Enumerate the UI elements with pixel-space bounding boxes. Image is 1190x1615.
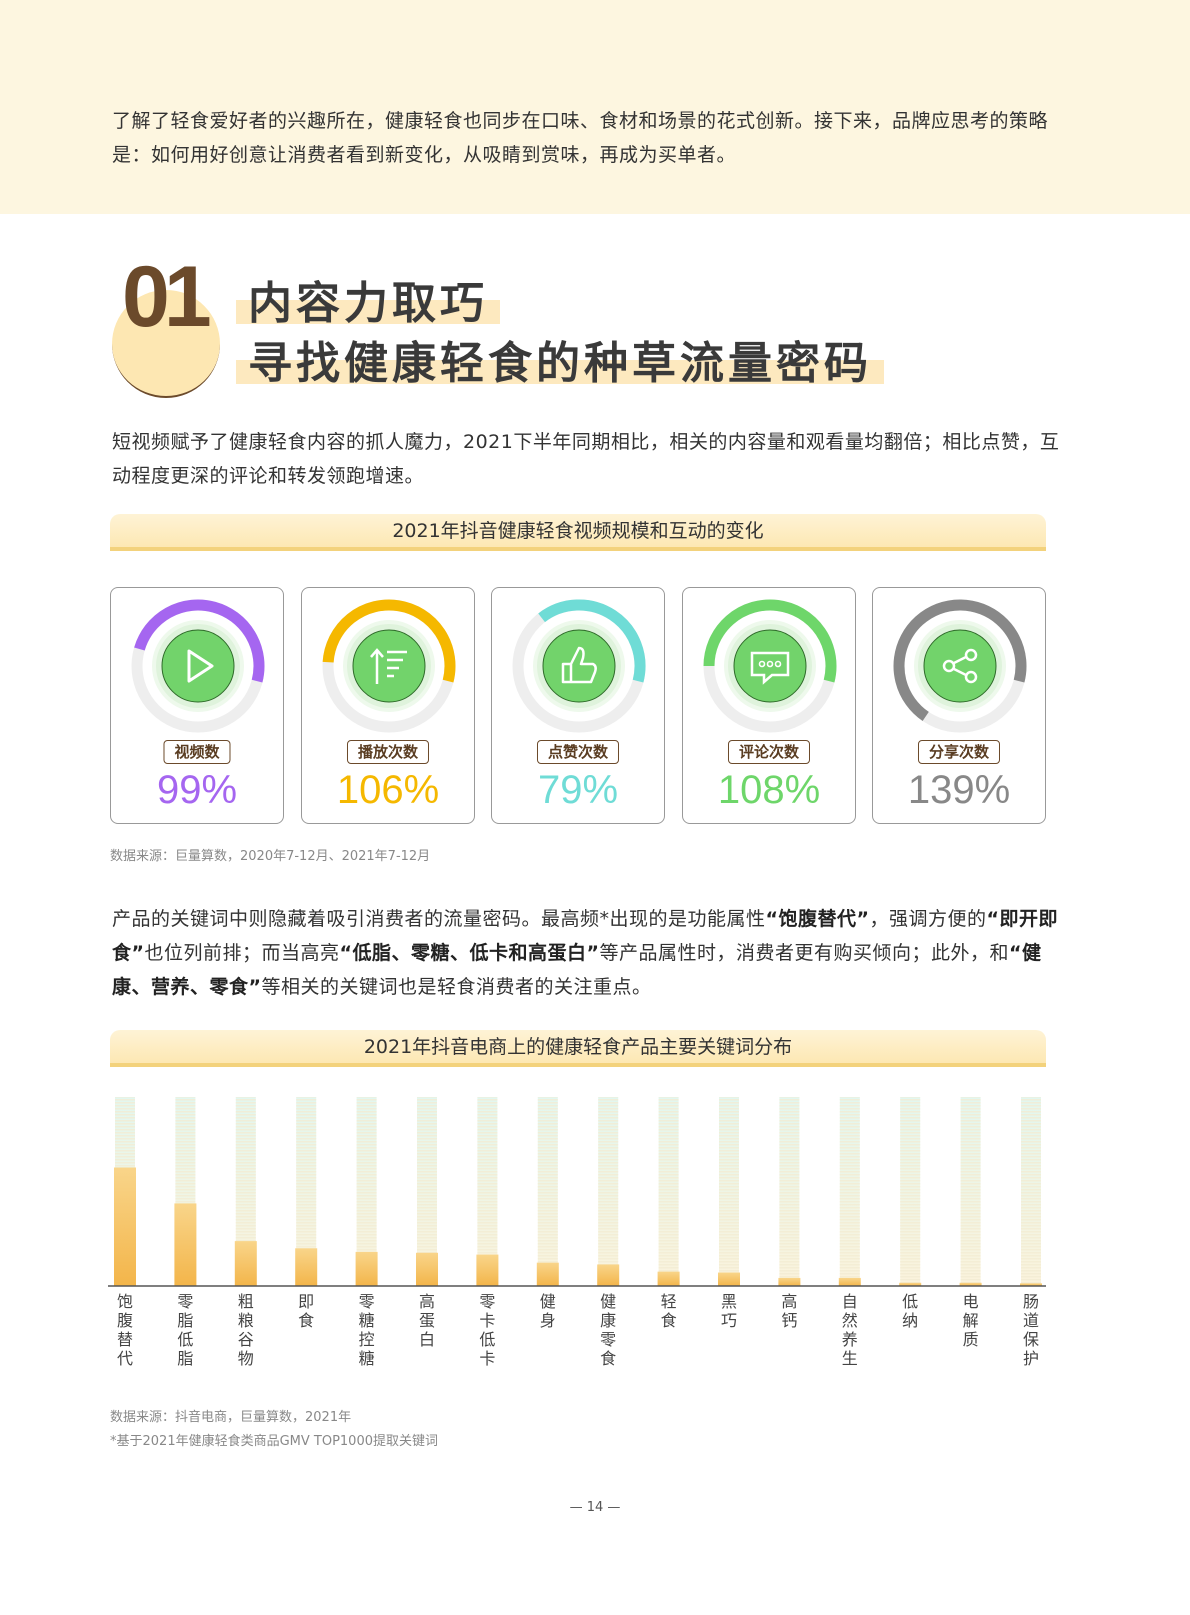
x-tick-label: 黑巧	[720, 1292, 737, 1330]
metric-card: 评论次数 108%	[682, 587, 856, 824]
progress-arc	[703, 599, 837, 683]
x-tick-label: 电解质	[962, 1292, 979, 1349]
chart1-source: 数据来源：巨量算数，2020年7-12月、2021年7-12月	[110, 849, 431, 864]
metric-value: 139%	[907, 768, 1011, 812]
section-title-line2: 寻找健康轻食的种草流量密码	[236, 338, 884, 390]
chart2-title: 2021年抖音电商上的健康轻食产品主要关键词分布	[110, 1030, 1046, 1067]
x-tick-label: 饱腹替代	[116, 1292, 133, 1368]
metric-label: 视频数	[163, 740, 231, 764]
share-icon	[942, 648, 978, 684]
bar-电解质	[959, 1282, 982, 1286]
intro-paragraph: 了解了轻食爱好者的兴趣所在，健康轻食也同步在口味、食材和场景的花式创新。接下来，…	[112, 110, 1049, 166]
bar-零糖控糖	[355, 1251, 378, 1286]
paragraph-2: 产品的关键词中则隐藏着吸引消费者的流量密码。最高频*出现的是功能属性“饱腹替代”…	[112, 908, 1059, 998]
bar-饱腹替代	[114, 1167, 136, 1286]
chart1-title: 2021年抖音健康轻食视频规模和互动的变化	[110, 514, 1046, 551]
bar-轻食	[657, 1271, 680, 1286]
section-title-line1: 内容力取巧	[236, 278, 500, 330]
bar-低纳	[899, 1282, 922, 1286]
bar-健身	[536, 1262, 559, 1286]
x-tick-label: 轻食	[660, 1292, 677, 1330]
bar-高钙	[778, 1277, 801, 1286]
metric-card: 播放次数 106%	[301, 587, 475, 824]
bar-自然养生	[838, 1277, 861, 1286]
metric-value: 106%	[336, 768, 440, 812]
chart2-source: 数据来源：抖音电商，巨量算数，2021年	[110, 1410, 352, 1425]
thumbs-up-icon	[561, 646, 597, 684]
bar-零脂低脂	[174, 1203, 197, 1286]
metric-card: 视频数 99%	[110, 587, 284, 824]
x-tick-label: 健身	[539, 1292, 556, 1330]
metric-card: 点赞次数 79%	[491, 587, 665, 824]
metric-label: 点赞次数	[536, 740, 620, 764]
progress-ring	[893, 599, 1027, 733]
progress-ring	[703, 599, 837, 733]
chart2-note: *基于2021年健康轻食类商品GMV TOP1000提取关键词	[110, 1434, 438, 1449]
intro-band	[0, 0, 1190, 214]
keyword-bar-chart	[108, 1097, 1046, 1287]
x-tick-label: 高蛋白	[418, 1292, 435, 1349]
play-icon	[187, 649, 214, 683]
x-tick-label: 粗粮谷物	[237, 1292, 254, 1368]
x-tick-label: 自然养生	[841, 1292, 858, 1368]
paragraph-1: 短视频赋予了健康轻食内容的抓人魔力，2021下半年同期相比，相关的内容量和观看量…	[112, 431, 1060, 487]
bar-黑巧	[718, 1272, 740, 1286]
progress-arc	[893, 599, 1027, 721]
metric-value: 108%	[717, 768, 821, 812]
page-number: — 14 —	[569, 1500, 621, 1515]
x-tick-label: 低纳	[902, 1292, 919, 1330]
progress-arc	[538, 599, 646, 683]
x-tick-label: 即食	[298, 1292, 315, 1330]
progress-ring	[512, 599, 646, 733]
bar-健康零食	[597, 1264, 620, 1286]
metric-label: 评论次数	[727, 740, 811, 764]
metric-label: 播放次数	[346, 740, 430, 764]
sort-ascending-icon	[370, 648, 407, 684]
bar-零卡低卡	[476, 1254, 499, 1286]
progress-ring	[131, 599, 265, 733]
section-number: 01	[112, 238, 222, 398]
progress-arc	[322, 599, 456, 683]
bar-粗粮谷物	[234, 1241, 257, 1286]
x-tick-label: 高钙	[781, 1292, 798, 1330]
bar-肠道保护	[1020, 1283, 1042, 1286]
x-tick-label: 肠道保护	[1022, 1292, 1039, 1368]
progress-arc	[134, 599, 265, 683]
comment-icon	[750, 651, 790, 685]
bar-高蛋白	[416, 1252, 438, 1286]
x-tick-label: 健康零食	[600, 1292, 617, 1368]
x-tick-label: 零脂低脂	[177, 1292, 194, 1368]
bar-即食	[295, 1248, 318, 1286]
section-circle	[112, 290, 220, 398]
metric-card: 分享次数 139%	[872, 587, 1046, 824]
metric-value: 99%	[156, 768, 238, 812]
progress-ring	[322, 599, 456, 733]
x-tick-label: 零糖控糖	[358, 1292, 375, 1368]
x-tick-label: 零卡低卡	[479, 1292, 496, 1368]
metric-value: 79%	[537, 768, 619, 812]
metric-label: 分享次数	[917, 740, 1001, 764]
